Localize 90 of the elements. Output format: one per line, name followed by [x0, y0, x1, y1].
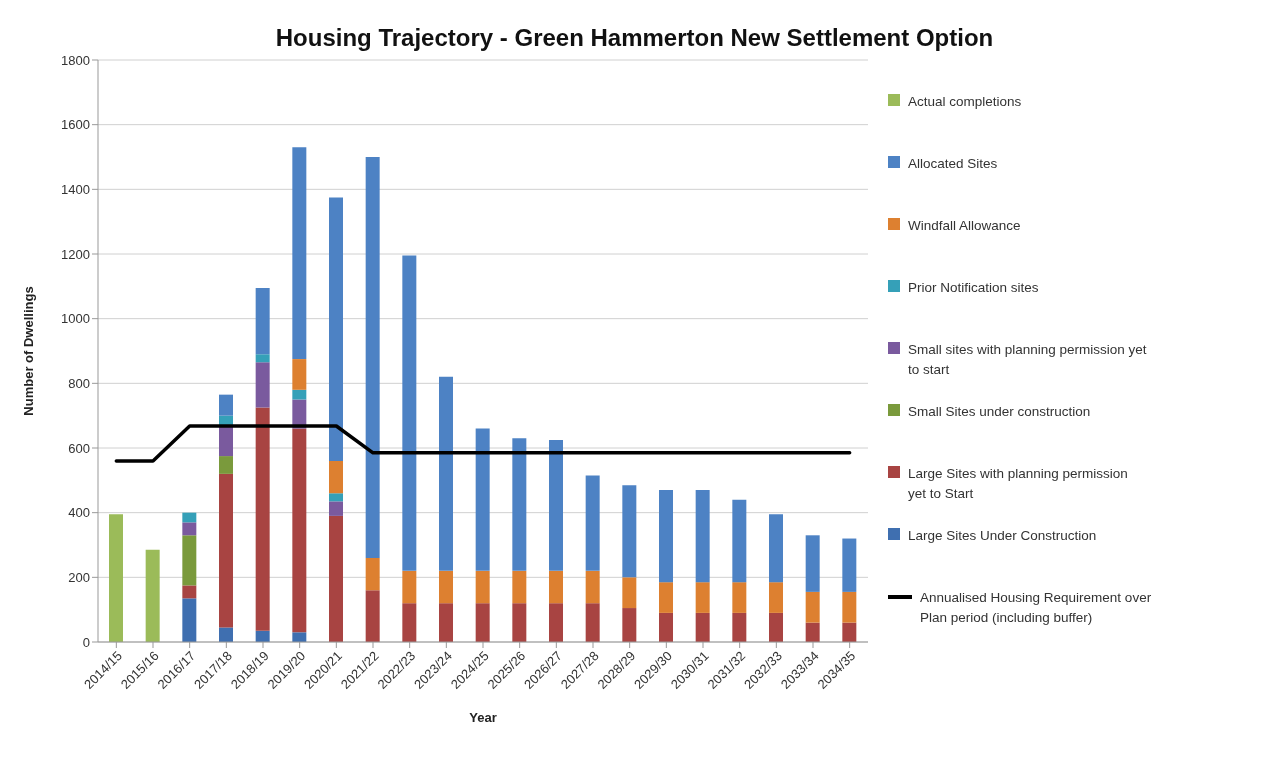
bar	[365, 557, 380, 591]
bar	[439, 603, 453, 642]
bar	[292, 389, 307, 400]
bar	[695, 582, 710, 613]
legend-label: Large Sites with planning permission yet to Start	[908, 465, 1129, 503]
bar	[805, 591, 820, 623]
y-tick-label: 200	[68, 569, 90, 585]
bar	[402, 255, 417, 571]
bar	[475, 428, 490, 571]
bar	[365, 157, 380, 558]
bar	[659, 490, 673, 583]
bar	[805, 535, 820, 592]
y-tick-label: 1600	[61, 117, 90, 133]
bar	[585, 570, 600, 604]
bar	[219, 425, 233, 457]
bar	[329, 460, 343, 494]
bar	[695, 612, 710, 642]
y-tick-label: 800	[68, 375, 90, 391]
bar	[182, 512, 197, 523]
legend-label: Small sites with planning permission yet to start	[908, 341, 1148, 379]
bar	[329, 515, 343, 642]
bar	[842, 591, 857, 623]
bar	[219, 473, 233, 628]
bar	[255, 354, 270, 363]
bar	[402, 570, 417, 604]
bar	[255, 362, 270, 408]
bar	[549, 603, 563, 642]
bar	[219, 627, 233, 642]
bar	[182, 522, 197, 536]
bar	[732, 582, 747, 613]
bar	[769, 612, 783, 642]
bar	[512, 438, 527, 571]
bar	[365, 590, 380, 642]
y-tick-label: 1000	[61, 311, 90, 327]
bar	[769, 514, 783, 583]
bar	[659, 612, 673, 642]
bar	[219, 394, 233, 416]
bar	[732, 612, 747, 642]
bar	[512, 603, 527, 642]
bar	[842, 538, 857, 592]
bar	[585, 603, 600, 642]
bar	[255, 287, 270, 355]
bar	[439, 376, 453, 571]
bar	[329, 501, 343, 516]
legend-label: Allocated Sites	[908, 155, 999, 173]
legend-label: Prior Notification sites	[908, 279, 1040, 297]
bar	[145, 549, 160, 642]
bar	[255, 407, 270, 631]
bar	[109, 514, 123, 642]
bar	[329, 493, 343, 502]
bar	[292, 632, 307, 642]
bar	[182, 598, 197, 642]
y-tick-label: 1200	[61, 246, 90, 262]
bar	[732, 499, 747, 583]
bar	[805, 622, 820, 642]
bar	[585, 475, 600, 571]
bar	[329, 197, 343, 461]
bar	[182, 585, 197, 599]
legend-label: Large Sites Under Construction	[908, 527, 1098, 545]
y-tick-label: 1800	[61, 52, 90, 68]
bar	[292, 359, 307, 390]
y-axis-title: Number of Dwellings	[20, 286, 36, 416]
legend-label: Annualised Housing Requirement over Plan period (including buffer)	[920, 589, 1153, 627]
bar	[182, 535, 197, 586]
bar	[842, 622, 857, 642]
bar	[292, 428, 307, 633]
y-tick-label: 600	[68, 440, 90, 456]
bar	[549, 439, 563, 571]
bar	[695, 490, 710, 583]
legend-label: Windfall Allowance	[908, 217, 1022, 235]
bar	[219, 456, 233, 474]
bar	[475, 570, 490, 604]
bar	[549, 570, 563, 604]
chart-title: Housing Trajectory - Green Hammerton New Settlement Option	[274, 23, 995, 52]
y-tick-label: 0	[82, 634, 90, 650]
bar	[292, 147, 307, 360]
legend-label: Actual completions	[908, 93, 1023, 111]
bar	[622, 485, 637, 578]
bar	[622, 577, 637, 609]
bar	[659, 582, 673, 613]
bar	[769, 582, 783, 613]
y-tick-label: 400	[68, 505, 90, 521]
bar	[475, 603, 490, 642]
bar	[402, 603, 417, 642]
bar	[439, 570, 453, 604]
x-axis-title: Year	[469, 710, 497, 725]
legend-label: Small Sites under construction	[908, 403, 1092, 421]
bar	[622, 608, 637, 642]
y-tick-label: 1400	[61, 181, 90, 197]
bar	[512, 570, 527, 604]
